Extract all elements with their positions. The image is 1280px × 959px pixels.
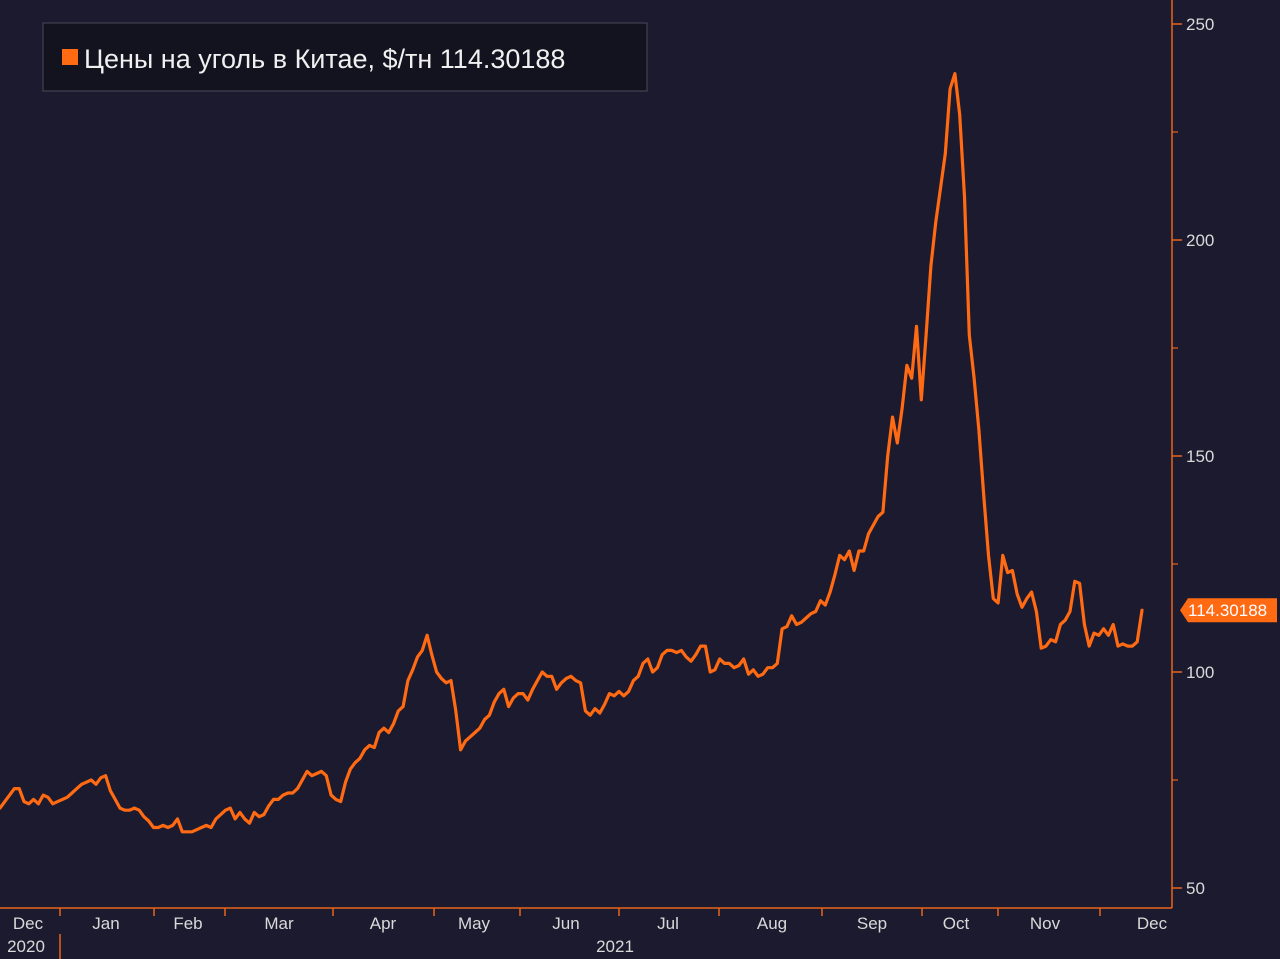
y-tick-label: 100 — [1186, 663, 1214, 682]
x-tick-label: Sep — [857, 914, 887, 933]
legend-swatch — [62, 49, 78, 65]
x-year-label: 2020 — [7, 937, 45, 956]
x-axis: Dec Jan Feb Mar Apr May Jun Jul Aug Sep Oct Nov Dec 2… — [0, 907, 1172, 959]
y-tick-label: 250 — [1186, 15, 1214, 34]
x-tick-label: Nov — [1030, 914, 1061, 933]
x-tick-label: Dec — [1137, 914, 1168, 933]
x-tick-label: Jan — [92, 914, 119, 933]
x-tick-label: Apr — [370, 914, 397, 933]
legend-label: Цены на уголь в Китае, $/тн 114.30188 — [84, 44, 565, 74]
last-value-text: 114.30188 — [1188, 601, 1267, 620]
x-tick-label: Feb — [173, 914, 202, 933]
x-year-label: 2021 — [596, 937, 634, 956]
x-tick-label: Mar — [264, 914, 294, 933]
legend: Цены на уголь в Китае, $/тн 114.30188 — [42, 22, 648, 92]
y-axis: 50 100 150 200 250 — [1171, 0, 1214, 908]
x-tick-label: May — [458, 914, 491, 933]
y-tick-label: 50 — [1186, 879, 1205, 898]
x-tick-label: Aug — [757, 914, 787, 933]
last-value-pointer — [1180, 598, 1277, 623]
series-line-coal-price — [0, 72, 1144, 834]
x-tick-label: Dec — [13, 914, 44, 933]
y-tick-label: 200 — [1186, 231, 1214, 250]
x-tick-label: Jun — [552, 914, 579, 933]
y-tick-label: 150 — [1186, 447, 1214, 466]
legend-box — [42, 22, 648, 92]
last-value-label: 114.30188 — [1180, 598, 1277, 623]
x-tick-label: Oct — [943, 914, 970, 933]
x-tick-label: Jul — [657, 914, 679, 933]
